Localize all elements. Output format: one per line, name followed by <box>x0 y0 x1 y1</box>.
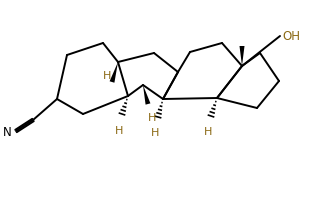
Text: N: N <box>3 125 12 138</box>
Polygon shape <box>239 47 245 67</box>
Polygon shape <box>110 63 118 83</box>
Text: H: H <box>115 125 123 135</box>
Text: H: H <box>103 71 111 81</box>
Polygon shape <box>143 85 150 105</box>
Text: H: H <box>148 112 156 122</box>
Text: OH: OH <box>282 30 300 43</box>
Text: H: H <box>204 126 212 136</box>
Text: H: H <box>151 127 159 137</box>
